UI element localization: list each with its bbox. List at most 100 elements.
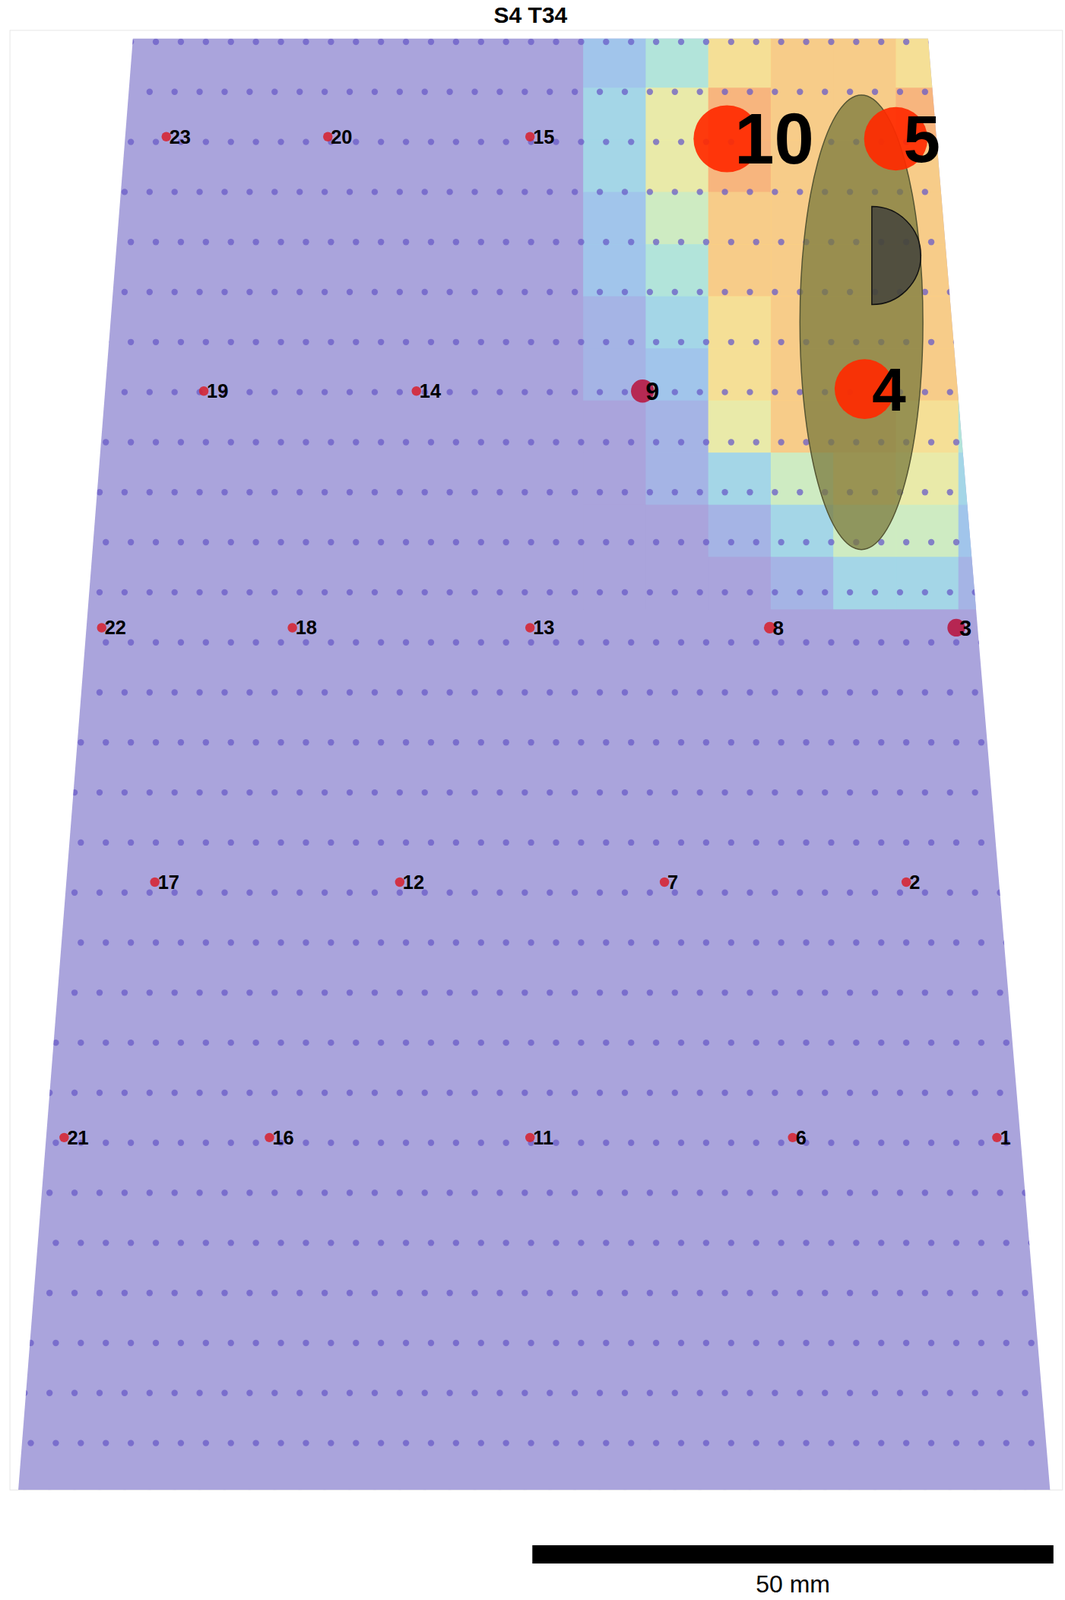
grid-dot: [703, 938, 710, 945]
grid-dot: [571, 988, 578, 996]
grid-dot: [502, 538, 509, 546]
electrode-label: 15: [532, 126, 555, 148]
grid-dot: [296, 388, 303, 395]
grid-dot: [877, 1239, 885, 1246]
grid-dot: [246, 1188, 253, 1195]
electrode-label: 13: [532, 616, 555, 638]
grid-dot: [903, 1339, 910, 1346]
grid-dot: [177, 1339, 184, 1346]
grid-dot: [71, 1289, 78, 1296]
electrode-label: 7: [667, 871, 679, 893]
grid-dot: [202, 339, 210, 346]
grid-dot: [971, 188, 978, 195]
grid-dot: [953, 1239, 960, 1246]
grid-dot: [427, 938, 435, 945]
grid-dot: [52, 1439, 59, 1446]
grid-dot: [252, 1439, 259, 1446]
grid-dot: [771, 889, 778, 896]
grid-dot: [427, 839, 435, 846]
grid-dot: [721, 88, 728, 96]
grid-dot: [827, 1239, 834, 1246]
electrode-label: 6: [795, 1126, 807, 1148]
grid-dot: [271, 1089, 278, 1096]
grid-dot: [246, 388, 253, 395]
grid-dot: [1027, 538, 1034, 546]
grid-dot: [246, 1289, 253, 1296]
grid-dot: [1021, 789, 1028, 796]
grid-dot: [271, 388, 278, 395]
grid-dot: [746, 1289, 753, 1296]
grid-dot: [252, 438, 259, 445]
heatmap-cell: [583, 452, 647, 505]
grid-dot: [903, 38, 910, 45]
grid-dot: [852, 1439, 859, 1446]
grid-dot: [746, 688, 753, 695]
electrode-label: 14: [419, 380, 441, 402]
grid-dot: [852, 839, 859, 846]
grid-dot: [953, 839, 960, 846]
grid-dot: [928, 638, 935, 645]
electrode-label: 1: [999, 1126, 1011, 1148]
grid-dot: [521, 1089, 528, 1096]
grid-dot: [396, 1489, 403, 1490]
grid-dot: [21, 789, 28, 796]
grid-dot: [802, 1239, 809, 1246]
grid-dot: [571, 388, 578, 395]
grid-dot: [777, 1339, 784, 1346]
grid-dot: [446, 1188, 453, 1195]
grid-dot: [352, 1339, 359, 1346]
grid-dot: [496, 589, 503, 596]
grid-dot: [246, 488, 253, 495]
grid-dot: [177, 1039, 184, 1046]
electrode-grid: [9, 38, 1063, 1490]
grid-dot: [552, 1139, 559, 1146]
grid-dot: [852, 1239, 859, 1246]
heatmap-cell: [708, 35, 772, 89]
heatmap-cell: [645, 556, 709, 609]
grid-dot: [502, 938, 509, 945]
grid-dot: [746, 789, 753, 796]
grid-dot: [703, 638, 710, 645]
grid-dot: [302, 438, 309, 445]
grid-dot: [996, 388, 1003, 395]
grid-dot: [1046, 388, 1053, 395]
grid-dot: [728, 238, 735, 245]
grid-dot: [897, 988, 904, 996]
grid-dot: [396, 188, 403, 195]
grid-dot: [552, 938, 559, 945]
grid-dot: [277, 1339, 284, 1346]
grid-dot: [371, 188, 378, 195]
grid-dot: [703, 738, 710, 745]
grid-dot: [346, 1389, 353, 1396]
grid-dot: [1046, 789, 1053, 796]
grid-dot: [196, 1489, 203, 1490]
grid-dot: [352, 438, 359, 445]
grid-dot: [771, 1089, 778, 1096]
grid-dot: [646, 688, 653, 695]
grid-dot: [1046, 1289, 1053, 1296]
grid-dot: [77, 938, 84, 945]
grid-dot: [852, 1339, 859, 1346]
grid-dot: [221, 889, 228, 896]
grid-dot: [427, 1239, 435, 1246]
grid-dot: [246, 688, 253, 695]
grid-dot: [496, 1489, 503, 1490]
grid-dot: [277, 738, 284, 745]
grid-dot: [21, 88, 28, 96]
grid-dot: [871, 1089, 878, 1096]
grid-dot: [152, 238, 159, 245]
grid-dot: [71, 688, 78, 695]
grid-dot: [321, 889, 328, 896]
grid-dot: [96, 1089, 103, 1096]
grid-dot: [96, 988, 103, 996]
grid-dot: [327, 638, 334, 645]
grid-dot: [602, 738, 609, 745]
grid-dot: [127, 38, 134, 45]
grid-dot: [352, 1239, 359, 1246]
grid-dot: [771, 1188, 778, 1195]
grid-dot: [196, 1389, 203, 1396]
grid-dot: [296, 488, 303, 495]
grid-dot: [721, 988, 728, 996]
grid-dot: [221, 188, 228, 195]
grid-dot: [596, 88, 603, 96]
